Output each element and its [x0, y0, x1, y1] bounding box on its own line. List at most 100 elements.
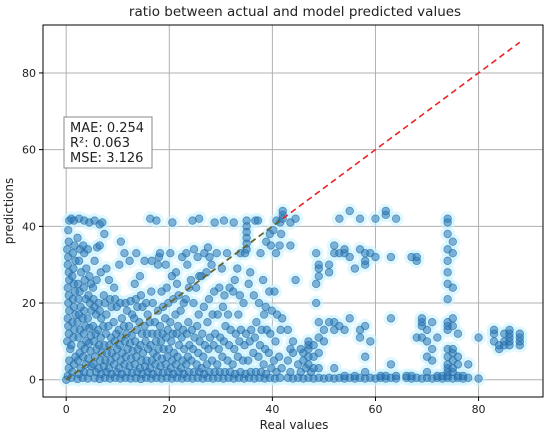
data-point [189, 245, 199, 254]
data-point [162, 283, 171, 292]
x-tick-label: 0 [63, 403, 70, 416]
data-point [153, 260, 163, 269]
data-point [205, 252, 214, 262]
lines-layer [65, 41, 521, 381]
data-point [140, 256, 149, 266]
data-point [210, 218, 219, 227]
data-point [422, 325, 432, 335]
data-point [161, 260, 170, 269]
data-point [311, 298, 321, 308]
data-point [360, 367, 370, 377]
data-point [443, 229, 452, 239]
data-point [371, 214, 380, 223]
data-point [453, 352, 463, 361]
data-point [448, 283, 457, 292]
data-point [422, 337, 432, 346]
data-point [155, 248, 165, 258]
data-point [474, 374, 483, 383]
data-point [283, 356, 293, 365]
y-axis-label: predictions [2, 178, 16, 244]
data-point [230, 275, 239, 285]
data-point [427, 356, 437, 365]
data-point [448, 237, 457, 246]
data-point [83, 245, 93, 254]
data-point [233, 264, 242, 273]
data-point [229, 287, 238, 296]
data-point [371, 252, 380, 262]
data-point [96, 268, 105, 277]
y-tick-label: 80 [22, 67, 36, 80]
data-point [186, 275, 196, 285]
data-point [360, 352, 370, 361]
data-point [73, 279, 83, 289]
data-point [254, 352, 263, 361]
data-point [345, 314, 354, 323]
data-point [92, 275, 101, 285]
data-point [213, 310, 222, 319]
data-point [68, 271, 77, 281]
data-point [391, 371, 401, 381]
x-tick-label: 20 [162, 403, 176, 416]
data-point [443, 295, 452, 304]
data-point [489, 325, 499, 335]
data-point [193, 252, 202, 262]
data-point [79, 329, 88, 338]
data-point [102, 264, 111, 273]
data-point [167, 337, 176, 346]
data-point [82, 264, 91, 273]
data-point [95, 241, 104, 250]
data-point [345, 252, 354, 262]
data-point [204, 295, 214, 304]
data-point [191, 283, 201, 292]
data-point [474, 333, 483, 342]
data-point [243, 356, 253, 365]
data-point [136, 291, 146, 300]
data-point [116, 237, 126, 246]
data-point [291, 214, 300, 223]
data-point [252, 318, 261, 327]
data-point [270, 287, 279, 296]
data-point [69, 264, 78, 273]
data-point [135, 271, 145, 281]
data-point [453, 360, 463, 369]
data-point [259, 310, 269, 319]
annotation-mse: MSE: 3.126 [70, 151, 143, 166]
annotation-r2: R²: 0.063 [70, 136, 130, 151]
data-point [417, 314, 427, 323]
data-point [73, 233, 82, 243]
data-point [239, 298, 248, 308]
data-point [79, 283, 88, 292]
fit-line [65, 218, 284, 381]
data-point [124, 321, 134, 331]
data-point [88, 283, 98, 292]
data-point [166, 318, 175, 327]
data-point [74, 256, 84, 266]
data-point [199, 302, 209, 312]
data-point [266, 329, 275, 338]
data-point [350, 264, 360, 273]
x-tick-label: 60 [368, 403, 382, 416]
data-point [335, 214, 344, 223]
data-point [223, 310, 233, 319]
data-point [83, 314, 93, 323]
x-tick-label: 80 [472, 403, 486, 416]
data-point [443, 268, 452, 277]
data-point [199, 352, 208, 361]
data-point [67, 341, 76, 350]
data-point [181, 295, 190, 304]
data-point [258, 275, 268, 285]
data-point [184, 318, 193, 327]
data-point [244, 279, 253, 289]
data-point [219, 216, 229, 225]
data-point [100, 229, 109, 239]
data-point [324, 268, 334, 277]
data-point [242, 216, 251, 225]
data-point [148, 298, 157, 308]
data-point [386, 314, 396, 323]
data-point [288, 337, 298, 346]
data-point [194, 214, 204, 223]
data-point [271, 248, 281, 258]
data-point [228, 360, 237, 369]
data-point [234, 310, 243, 319]
data-point [182, 248, 191, 258]
